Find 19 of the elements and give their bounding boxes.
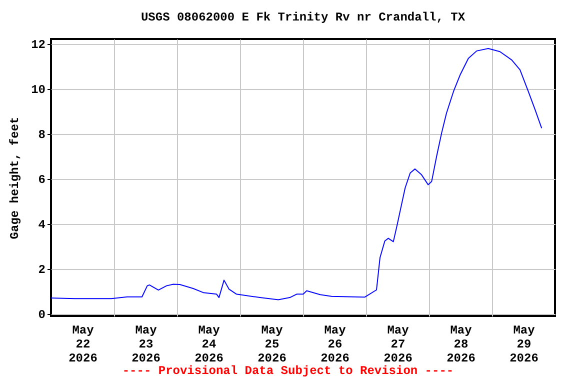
y-tick-label: 0 bbox=[38, 308, 46, 322]
y-tick-label: 8 bbox=[38, 128, 46, 142]
text: ---- Provisional Data Subject to Revision ---- bbox=[121, 364, 455, 378]
line-series bbox=[51, 48, 542, 300]
y-tick-label: 4 bbox=[38, 218, 46, 232]
y-tick-label: 10 bbox=[31, 83, 46, 98]
y-tick-label: 12 bbox=[31, 38, 46, 52]
x-tick-label: May 29 2026 bbox=[510, 324, 538, 366]
x-tick-label: May 25 2026 bbox=[258, 324, 286, 366]
y-tick-label: 2 bbox=[38, 263, 46, 278]
x-tick-label: May 23 2026 bbox=[132, 324, 160, 366]
chart-title: USGS 08062000 E Fk Trinity Rv nr Crandall, TX bbox=[140, 10, 466, 25]
y-axis-title: Gage height, feet bbox=[8, 116, 22, 240]
y-tick-label: 6 bbox=[38, 173, 46, 188]
x-tick-label: May 28 2026 bbox=[446, 324, 476, 366]
x-tick-label: May 24 2026 bbox=[194, 324, 224, 366]
x-tick-label: May 27 2026 bbox=[384, 324, 412, 366]
x-tick-label: May 26 2026 bbox=[320, 324, 350, 366]
x-tick-label: May 22 2026 bbox=[68, 324, 98, 366]
